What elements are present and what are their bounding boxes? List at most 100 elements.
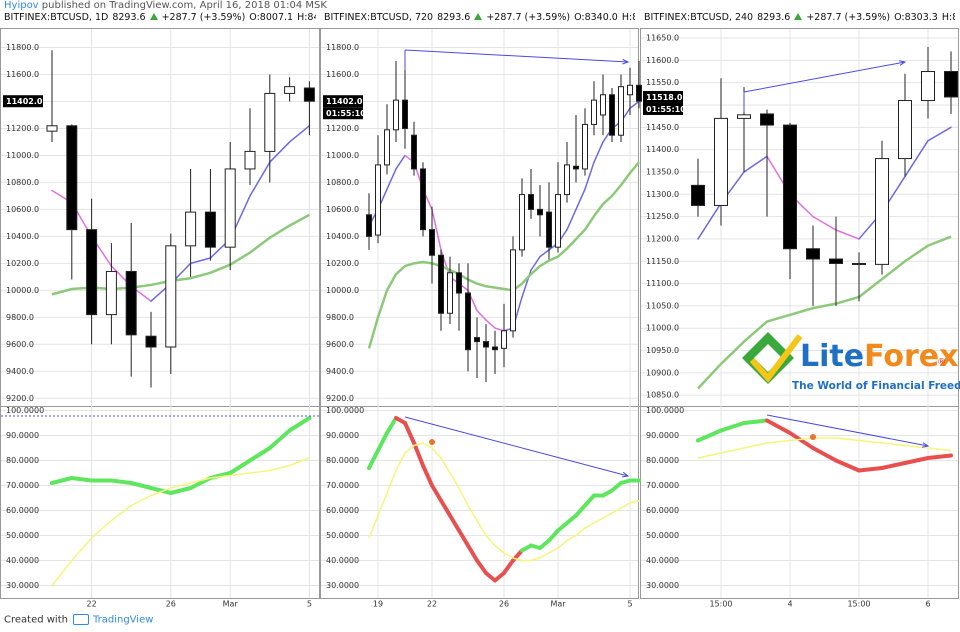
line-segment xyxy=(412,441,425,468)
y-tick-label: 11450.0 xyxy=(646,123,679,132)
y-tick-label: 9800.0 xyxy=(326,313,354,322)
candle-body xyxy=(492,346,498,351)
candle-body xyxy=(573,165,579,170)
candle-body xyxy=(244,150,256,170)
signal-dot xyxy=(429,439,435,445)
x-tick-label: 22 xyxy=(427,600,437,609)
candle-body xyxy=(66,125,78,231)
candle-body xyxy=(438,254,444,314)
countdown: 01:55:10 xyxy=(646,105,686,114)
y-tick-label: 11250.0 xyxy=(646,212,679,221)
line-segment xyxy=(288,125,311,143)
y-tick-label: 100.0000 xyxy=(6,406,44,415)
y-tick-label: 40.0000 xyxy=(6,556,39,565)
y-tick-label: 50.0000 xyxy=(6,531,39,540)
candle-body xyxy=(474,337,480,343)
y-tick-label: 11200.0 xyxy=(6,124,39,133)
logo-mark: ® xyxy=(937,358,946,368)
y-tick-label: 9600.0 xyxy=(6,340,34,349)
candle-body xyxy=(691,184,705,206)
price-tag: 11402.0 xyxy=(326,97,363,106)
line-segment xyxy=(904,139,929,178)
brand[interactable]: TradingView xyxy=(92,614,154,626)
line-segment xyxy=(765,418,792,435)
y-tick-label: 11350.0 xyxy=(646,167,679,176)
y-tick-label: 10600.0 xyxy=(326,205,359,214)
countdown-bg xyxy=(323,107,363,120)
line-segment xyxy=(421,463,434,488)
line-segment xyxy=(742,418,769,425)
line-segment xyxy=(476,309,487,321)
logo-check xyxy=(749,334,803,383)
line-segment xyxy=(457,528,470,548)
y-tick-label: 10200.0 xyxy=(6,259,39,268)
line-segment xyxy=(149,486,173,495)
candle-body xyxy=(564,164,570,196)
line-segment xyxy=(629,100,640,109)
candle-body xyxy=(46,125,58,132)
quote-value: O:8303.3 xyxy=(894,12,938,23)
line-segment xyxy=(376,431,389,453)
line-segment xyxy=(743,155,768,173)
candle-body xyxy=(384,129,390,166)
line-segment xyxy=(267,428,292,450)
trend-line xyxy=(404,416,629,477)
y-tick-label: 10600.0 xyxy=(6,205,39,214)
quote-value: H:8328.0 xyxy=(941,12,955,23)
trend-arrowhead xyxy=(899,60,907,66)
candle-body xyxy=(125,270,137,336)
candle-body xyxy=(760,113,774,126)
y-tick-label: 80.0000 xyxy=(646,456,679,465)
line-segment xyxy=(584,161,595,190)
line-segment xyxy=(697,202,722,240)
y-tick-label: 10800.0 xyxy=(6,178,39,187)
price-tag-bg xyxy=(643,90,683,103)
y-tick-label: 60.0000 xyxy=(6,506,39,515)
candle-body xyxy=(501,330,507,349)
line-segment xyxy=(109,478,134,485)
line xyxy=(368,442,640,562)
quote-value: +287.7 (+3.59%) xyxy=(806,12,891,23)
candle-body xyxy=(483,341,489,348)
symbol: BITFINEX:BTCUSD, 240 xyxy=(644,12,754,23)
x-tick-label: 5 xyxy=(627,600,632,609)
line-segment xyxy=(719,421,746,433)
y-tick-label: 10400.0 xyxy=(6,232,39,241)
quote-line: BITFINEX:BTCUSD, 240 8293.6 +287.7 (+3.59%… xyxy=(644,12,955,26)
line-segment xyxy=(926,453,953,460)
line-segment xyxy=(129,481,153,490)
x-tick-label: 6 xyxy=(925,600,930,609)
y-tick-label: 40.0000 xyxy=(326,556,359,565)
line-segment xyxy=(811,446,838,463)
candle-body xyxy=(456,272,462,294)
trend-line xyxy=(766,414,929,447)
quote-value: H:8392.1 xyxy=(621,12,635,23)
candle-body xyxy=(366,214,372,237)
price-tag-bg xyxy=(3,95,43,108)
y-tick-label: 40.0000 xyxy=(646,556,679,565)
price-tag-bg xyxy=(323,95,363,108)
line-segment xyxy=(431,208,442,251)
trend-arrowhead xyxy=(622,58,630,65)
panel-frames xyxy=(0,28,959,599)
quote-line: BITFINEX:BTCUSD, 1D 8293.6 +287.7 (+3.59%)… xyxy=(4,12,316,26)
candle-body xyxy=(737,114,751,119)
candle-body xyxy=(591,99,597,125)
line-segment xyxy=(696,428,723,443)
y-tick-label: 11600.0 xyxy=(646,56,679,65)
line xyxy=(367,161,640,349)
x-tick-label: 22 xyxy=(87,600,97,609)
candle-body xyxy=(303,87,315,102)
y-tick-label: 11550.0 xyxy=(646,78,679,87)
y-tick-label: 11300.0 xyxy=(646,190,679,199)
y-tick-label: 10400.0 xyxy=(326,232,359,241)
line-segment xyxy=(188,476,213,490)
author[interactable]: Hyipov xyxy=(4,0,39,11)
candle-body xyxy=(393,99,399,131)
candle-body xyxy=(510,249,516,332)
line-segment xyxy=(927,126,952,142)
up-arrow xyxy=(794,13,803,20)
candle-body xyxy=(852,262,866,265)
